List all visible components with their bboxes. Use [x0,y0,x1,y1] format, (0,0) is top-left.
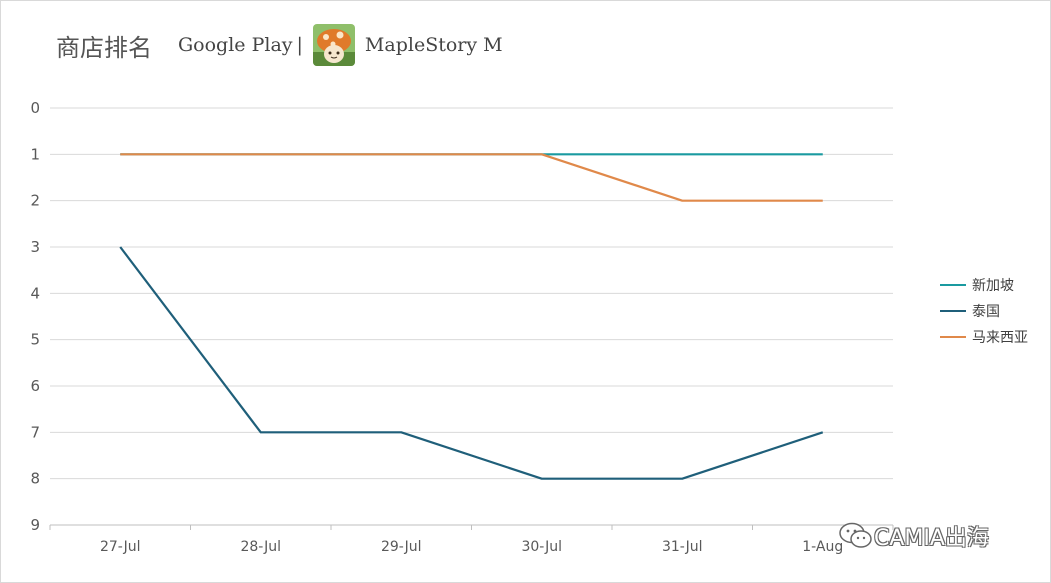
legend-item: 马来西亚 [940,324,1028,350]
y-tick-label: 7 [30,423,40,441]
y-tick-label: 2 [30,192,40,210]
legend-swatch [940,336,966,338]
wechat-icon [839,522,872,548]
x-tick-label: 1-Aug [802,539,843,555]
x-tick-label: 27-Jul [100,539,141,555]
y-tick-label: 6 [30,377,40,395]
legend-item: 新加坡 [940,272,1028,298]
legend-label: 泰国 [972,304,1000,320]
legend-label: 新加坡 [972,278,1014,294]
legend-label: 马来西亚 [972,330,1028,346]
legend-item: 泰国 [940,298,1028,324]
x-tick-label: 28-Jul [240,539,281,555]
legend-swatch [940,310,966,312]
watermark-text: CAMIA出海 [874,526,989,551]
x-tick-label: 30-Jul [521,539,562,555]
x-tick-label: 29-Jul [381,539,422,555]
chart-header: 商店排名 Google Play | MapleStory M [56,22,503,68]
y-tick-label: 0 [30,99,40,117]
x-tick-label: 31-Jul [662,539,703,555]
y-tick-label: 8 [30,470,40,488]
watermark: CAMIA出海 [838,520,989,552]
series-line-1 [119,246,824,480]
chart-legend: 新加坡 泰国 马来西亚 [940,272,1028,350]
y-tick-label: 1 [30,145,40,163]
y-tick-label: 9 [30,516,40,534]
app-name: MapleStory M [364,34,503,56]
chart-title: 商店排名 [56,33,152,62]
series-line-2 [120,153,823,202]
y-tick-label: 5 [30,331,40,349]
legend-swatch [940,284,966,286]
y-tick-label: 3 [30,238,40,256]
y-tick-label: 4 [30,284,40,302]
store-name: Google Play [178,34,293,56]
app-icon [312,24,355,66]
title-separator: | [296,34,303,56]
